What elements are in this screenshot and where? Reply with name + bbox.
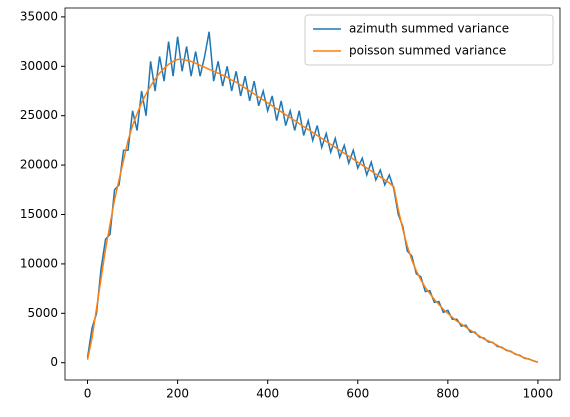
legend-label: poisson summed variance [349, 44, 506, 58]
series-line [86, 58, 539, 363]
legend-box [304, 14, 554, 66]
series-line [86, 31, 539, 363]
legend-label: azimuth summed variance [349, 22, 509, 36]
y-tick-label: 10000 [20, 256, 58, 270]
y-tick-label: 15000 [20, 207, 58, 221]
x-tick-label: 1000 [523, 387, 554, 401]
y-tick-label: 0 [50, 355, 58, 369]
y-tick-label: 30000 [20, 59, 58, 73]
x-tick-label: 400 [256, 387, 279, 401]
y-tick-label: 5000 [27, 306, 58, 320]
y-tick-label: 35000 [20, 9, 58, 23]
y-tick-label: 20000 [20, 158, 58, 172]
x-tick-label: 600 [346, 387, 369, 401]
y-tick-label: 25000 [20, 108, 58, 122]
x-tick-label: 200 [166, 387, 189, 401]
x-tick-label: 0 [84, 387, 92, 401]
x-tick-label: 800 [436, 387, 459, 401]
axes-frame [64, 7, 561, 381]
